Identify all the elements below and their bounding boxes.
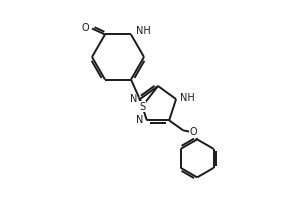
Text: NH: NH (180, 93, 195, 103)
Text: N: N (136, 115, 144, 125)
Text: O: O (189, 127, 197, 137)
Text: N: N (130, 94, 137, 104)
Text: S: S (139, 102, 145, 112)
Text: O: O (81, 23, 89, 33)
Text: NH: NH (136, 26, 151, 36)
